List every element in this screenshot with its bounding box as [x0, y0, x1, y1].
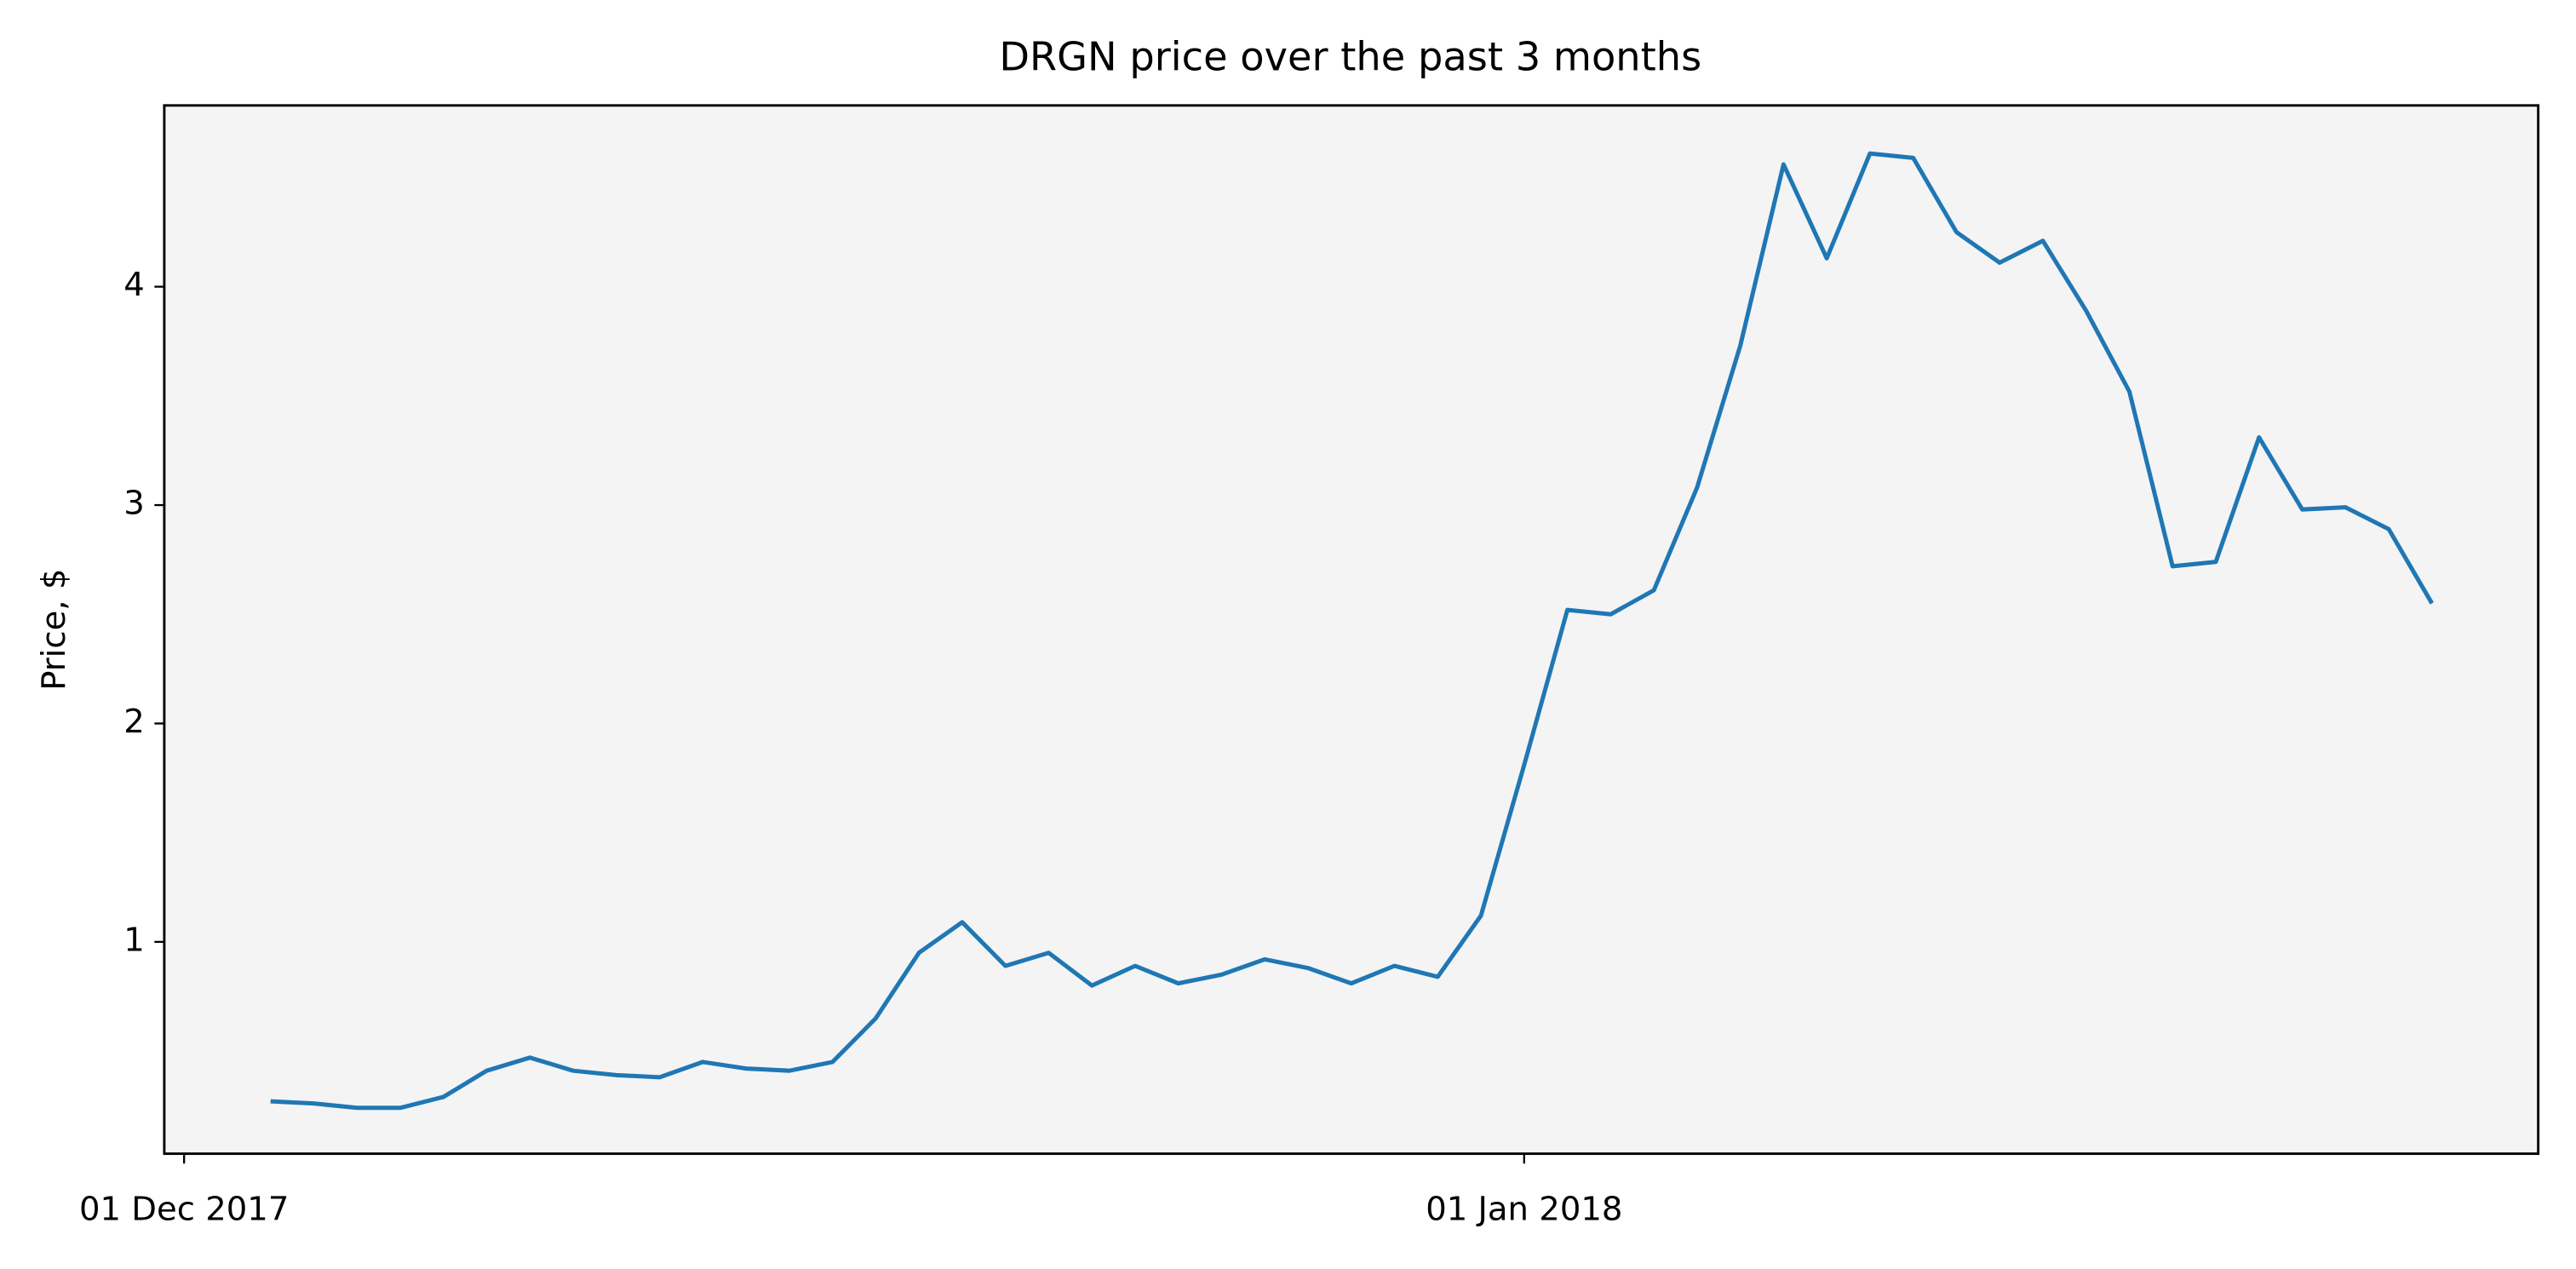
y-tick-label: 4 [123, 266, 145, 304]
y-axis-label: Price, $ [35, 569, 73, 691]
price-line [270, 151, 2434, 1111]
plot-area [164, 105, 2539, 1154]
x-tick-label: 01 Jan 2018 [1426, 1191, 1622, 1229]
x-tick-label: 01 Dec 2017 [79, 1191, 289, 1229]
y-tick-label: 3 [123, 485, 145, 523]
chart-title: DRGN price over the past 3 months [999, 33, 1701, 79]
y-tick-label: 2 [123, 703, 145, 741]
plot-frame [163, 104, 2540, 1156]
y-tick-label: 1 [123, 921, 145, 959]
